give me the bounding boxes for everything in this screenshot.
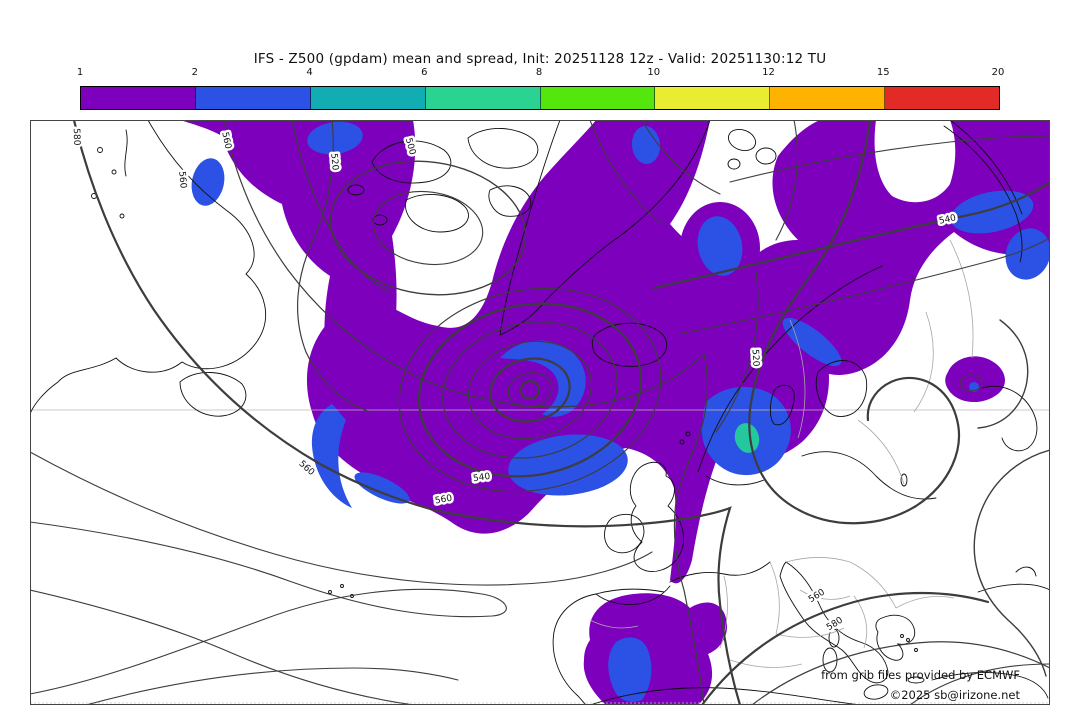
colorbar-segment [425,87,541,109]
map-border [30,120,1050,705]
colorbar-tick-label: 6 [421,67,428,78]
contour-label: 560 [807,587,827,605]
colorbar-tick-label: 8 [535,67,543,78]
contour-label: 520 [328,153,339,171]
z500-contours [29,118,1052,707]
colorbar-tick-label: 1 [76,67,84,78]
contour-label: 580 [71,128,82,146]
colorbar-segment [770,87,886,109]
colorbar-segment [195,87,311,109]
colorbar-segment [310,87,426,109]
chart-title: IFS - Z500 (gpdam) mean and spread, Init… [253,51,827,67]
country-borders [589,239,974,668]
contour-label: 580 [825,615,845,633]
colorbar-segment [81,87,196,109]
attribution-source: from grib files provided by ECMWF [821,668,1020,682]
contour-label: 560 [176,171,187,189]
colorbar-segment [655,87,771,109]
colorbar-segment [885,87,999,109]
colorbar-tick-label: 12 [762,67,775,78]
colorbar-tick-label: 4 [306,67,313,78]
contour-label: 520 [750,349,761,367]
colorbar-segment [540,87,656,109]
colorbar [80,86,1000,110]
map-canvas: 580 560 560 520 500 540 560 540 520 560 … [29,118,1052,707]
colorbar-tick-label: 2 [191,67,198,78]
coastlines [29,119,1051,706]
colorbar-tick-label: 10 [647,67,661,78]
contour-label: 560 [297,459,317,478]
spread-shading-teal [734,423,760,453]
colorbar-tick-labels: 1 2 4 6 8 10 12 15 20 [76,67,1005,82]
graticule-lines [30,409,1050,704]
spread-shading-purple [180,120,1050,705]
attribution-copyright: ©2025 sb@irizone.net [889,688,1020,702]
colorbar-tick-label: 15 [876,67,890,78]
colorbar-tick-label: 20 [991,67,1005,78]
weather-map: 580 560 560 520 500 540 560 540 520 560 … [29,118,1052,707]
